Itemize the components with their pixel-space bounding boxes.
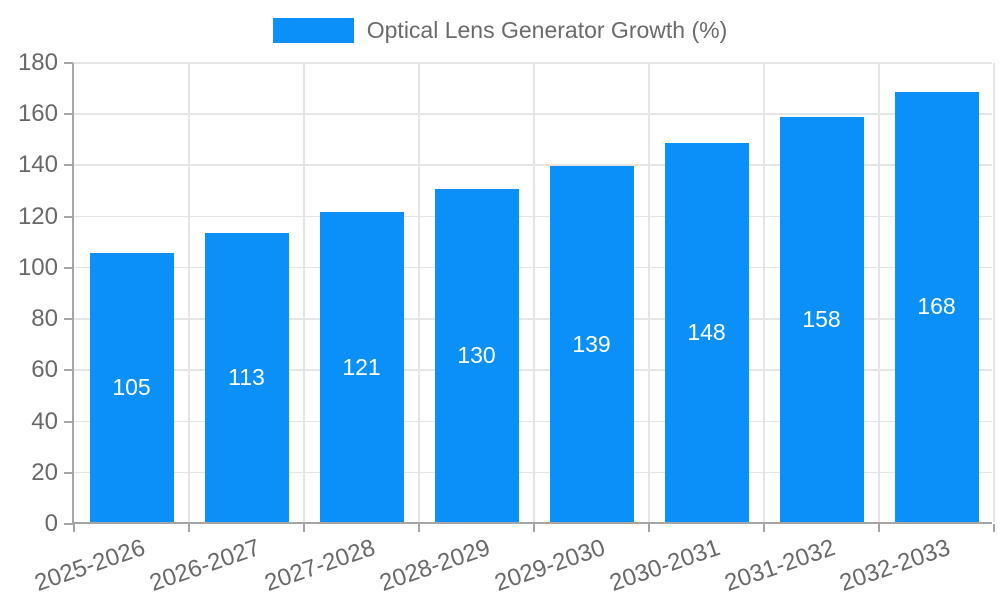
bar-value-label: 113: [228, 363, 265, 390]
bar-2030-2031[interactable]: 148: [664, 142, 749, 522]
x-tick-label-2026-2027: 2026-2027: [145, 534, 264, 597]
y-tick-label-140: 140: [17, 151, 58, 179]
x-tick-label-2025-2026: 2025-2026: [30, 534, 149, 597]
bar-2032-2033[interactable]: 168: [894, 91, 979, 522]
x-tick-label-2030-2031: 2030-2031: [605, 534, 724, 597]
y-tick-label-0: 0: [44, 510, 58, 537]
y-tick-mark-160: [64, 113, 73, 116]
v-gridline-6: [763, 63, 765, 522]
x-tick-mark-1: [188, 524, 190, 532]
bar-value-label: 168: [917, 293, 956, 320]
bar-value-label: 121: [342, 353, 381, 380]
bar-value-label: 105: [112, 374, 151, 401]
bar-2029-2030[interactable]: 139: [549, 166, 634, 522]
plot-area: 105 113 121 130 139 148 158 168: [64, 62, 995, 532]
y-tick-label-80: 80: [31, 305, 58, 333]
y-tick-mark-0: [64, 523, 73, 525]
y-tick-label-180: 180: [17, 49, 58, 76]
v-gridline-1: [188, 63, 190, 522]
y-tick-label-100: 100: [17, 253, 58, 281]
y-tick-label-40: 40: [31, 407, 58, 435]
y-tick-label-120: 120: [17, 202, 58, 230]
v-gridline-8: [993, 63, 995, 522]
bar-value-label: 148: [687, 318, 726, 345]
bar-value-label: 130: [457, 342, 496, 369]
bar-value-label: 158: [802, 306, 841, 333]
h-gridline-180: [74, 62, 992, 64]
v-gridline-7: [878, 63, 880, 522]
x-tick-mark-5: [648, 524, 650, 532]
x-tick-label-2028-2029: 2028-2029: [375, 534, 494, 597]
x-tick-label-2032-2033: 2032-2033: [835, 534, 954, 597]
y-tick-mark-180: [64, 62, 73, 65]
y-tick-label-60: 60: [31, 356, 58, 384]
x-tick-mark-4: [533, 524, 535, 532]
y-tick-mark-60: [64, 369, 73, 372]
y-tick-mark-40: [64, 420, 73, 423]
bar-2027-2028[interactable]: 121: [319, 212, 404, 522]
v-gridline-3: [418, 63, 420, 522]
x-tick-mark-2: [303, 524, 305, 532]
x-tick-mark-8: [993, 524, 995, 532]
y-tick-mark-20: [64, 471, 73, 474]
y-tick-mark-80: [64, 318, 73, 321]
bar-value-label: 139: [572, 330, 611, 357]
x-tick-label-2029-2030: 2029-2030: [490, 534, 609, 597]
bar-2031-2032[interactable]: 158: [779, 117, 864, 522]
x-tick-label-2031-2032: 2031-2032: [720, 534, 839, 597]
bar-2025-2026[interactable]: 105: [89, 253, 174, 522]
legend-swatch-icon: [272, 18, 354, 43]
y-tick-mark-140: [64, 164, 73, 167]
y-tick-label-20: 20: [31, 458, 58, 486]
bar-2026-2027[interactable]: 113: [204, 232, 289, 522]
x-tick-mark-6: [763, 524, 765, 532]
y-tick-mark-100: [64, 266, 73, 269]
x-tick-mark-0: [73, 524, 75, 532]
x-tick-mark-7: [878, 524, 880, 532]
v-gridline-2: [303, 63, 305, 522]
v-gridline-4: [533, 63, 535, 522]
y-tick-mark-120: [64, 215, 73, 218]
y-tick-label-160: 160: [17, 100, 58, 128]
v-gridline-5: [648, 63, 650, 522]
legend[interactable]: Optical Lens Generator Growth (%): [0, 17, 1000, 44]
x-tick-label-2027-2028: 2027-2028: [260, 534, 379, 597]
x-tick-mark-3: [418, 524, 420, 532]
legend-label: Optical Lens Generator Growth (%): [366, 17, 728, 43]
bar-2028-2029[interactable]: 130: [434, 189, 519, 522]
